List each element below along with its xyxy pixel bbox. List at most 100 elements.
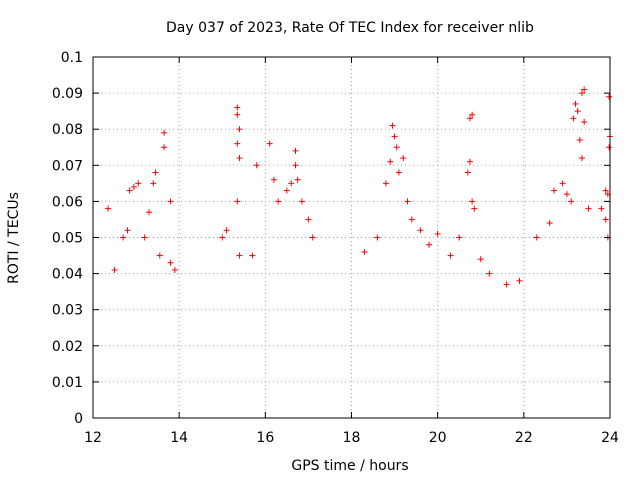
y-tick-label: 0.05 <box>52 231 83 247</box>
data-point <box>574 108 581 115</box>
y-tick-label: 0.03 <box>52 303 83 319</box>
data-point <box>236 252 243 259</box>
data-point <box>602 216 609 223</box>
data-point <box>466 158 473 165</box>
data-point <box>288 180 295 187</box>
y-tick-label: 0.02 <box>52 339 83 355</box>
data-point <box>469 198 476 205</box>
data-point <box>219 234 226 241</box>
data-point <box>585 205 592 212</box>
data-point <box>546 220 553 227</box>
data-point <box>167 259 174 266</box>
data-point <box>298 198 305 205</box>
data-point <box>602 187 609 194</box>
data-point <box>516 277 523 284</box>
data-point <box>292 162 299 169</box>
x-tick-label: 16 <box>256 430 274 446</box>
data-point <box>447 252 454 259</box>
data-point <box>156 252 163 259</box>
data-point <box>533 234 540 241</box>
data-point <box>171 266 178 273</box>
x-tick-label: 12 <box>84 430 102 446</box>
data-point <box>568 198 575 205</box>
data-point <box>464 169 471 176</box>
data-point <box>223 227 230 234</box>
data-point <box>292 147 299 154</box>
y-tick-label: 0.01 <box>52 375 83 391</box>
data-point <box>395 169 402 176</box>
data-point <box>456 234 463 241</box>
data-point <box>361 248 368 255</box>
data-point <box>305 216 312 223</box>
data-point <box>294 176 301 183</box>
grid-lines <box>93 57 610 418</box>
data-point <box>283 187 290 194</box>
data-point <box>550 187 557 194</box>
data-point <box>581 86 588 93</box>
data-point <box>598 205 605 212</box>
data-point <box>570 115 577 122</box>
data-point <box>161 144 168 151</box>
data-point <box>408 216 415 223</box>
data-point <box>581 118 588 125</box>
data-point <box>126 187 133 194</box>
y-tick-label: 0.1 <box>61 50 83 66</box>
y-tick-label: 0.04 <box>52 267 83 283</box>
data-point <box>130 183 137 190</box>
data-point <box>234 111 241 118</box>
data-points <box>105 86 613 288</box>
data-point <box>434 230 441 237</box>
data-point <box>606 93 613 100</box>
data-point <box>275 198 282 205</box>
y-tick-label: 0.09 <box>52 86 83 102</box>
data-point <box>578 90 585 97</box>
data-point <box>477 256 484 263</box>
data-point <box>141 234 148 241</box>
y-tick-label: 0.06 <box>52 194 83 210</box>
data-point <box>120 234 127 241</box>
data-point <box>234 140 241 147</box>
data-point <box>404 198 411 205</box>
y-tick-label: 0 <box>74 411 83 427</box>
data-point <box>389 122 396 129</box>
data-point <box>563 191 570 198</box>
data-point <box>486 270 493 277</box>
data-point <box>572 100 579 107</box>
data-point <box>167 198 174 205</box>
data-point <box>234 104 241 111</box>
data-point <box>393 144 400 151</box>
data-point <box>150 180 157 187</box>
data-point <box>270 176 277 183</box>
x-tick-label: 24 <box>601 430 619 446</box>
y-tick-label: 0.07 <box>52 158 83 174</box>
data-point <box>578 155 585 162</box>
data-point <box>559 180 566 187</box>
x-tick-label: 22 <box>515 430 533 446</box>
data-point <box>135 180 142 187</box>
data-point <box>391 133 398 140</box>
data-point <box>253 162 260 169</box>
data-point <box>400 155 407 162</box>
data-point <box>152 169 159 176</box>
data-point <box>236 155 243 162</box>
data-point <box>503 281 510 288</box>
data-point <box>161 129 168 136</box>
y-tick-label: 0.08 <box>52 122 83 138</box>
data-point <box>387 158 394 165</box>
plot-frame <box>92 56 611 419</box>
chart-title: Day 037 of 2023, Rate Of TEC Index for r… <box>166 20 534 36</box>
data-point <box>146 209 153 216</box>
data-point <box>606 144 613 151</box>
data-point <box>236 126 243 133</box>
data-point <box>466 115 473 122</box>
data-point <box>234 198 241 205</box>
y-axis-label: ROTI / TECUs <box>6 192 22 284</box>
data-point <box>105 205 112 212</box>
data-point <box>309 234 316 241</box>
data-point <box>374 234 381 241</box>
data-point <box>576 137 583 144</box>
data-point <box>417 227 424 234</box>
data-point <box>426 241 433 248</box>
axis-ticks: 12 14 16 18 20 22 24 0 0.01 0.02 0.03 0.04 0.05 0.06 0… <box>52 50 619 446</box>
